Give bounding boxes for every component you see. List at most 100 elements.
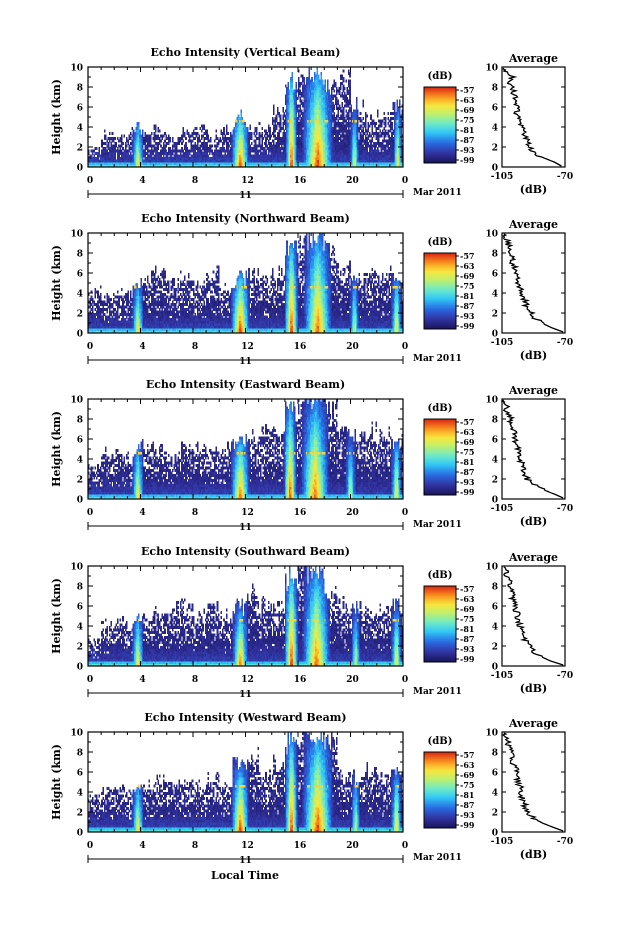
echo-heatmap	[88, 399, 403, 499]
date-month-year-label: Mar 2011	[413, 354, 462, 364]
colorbar-tick-label: -57	[460, 750, 474, 760]
y-tick-label: 2	[77, 144, 83, 154]
colorbar-tick-label: -75	[460, 780, 474, 790]
colorbar-tick-label: -75	[460, 115, 474, 125]
average-y-tick-label: 8	[492, 749, 498, 759]
average-y-tick-label: 6	[492, 769, 498, 779]
colorbar-tick-label: -81	[460, 457, 474, 467]
date-day-label: 11	[239, 690, 252, 700]
beam-panel-0: Echo Intensity (Vertical Beam)0246810Hei…	[50, 46, 573, 201]
y-tick-label: 4	[77, 623, 83, 633]
average-title: Average	[508, 384, 558, 397]
average-title: Average	[508, 218, 558, 231]
colorbar-tick-label: -63	[460, 760, 475, 770]
colorbar-unit: (dB)	[428, 237, 453, 248]
x-tick-label: 8	[192, 841, 198, 851]
x-tick-label: 12	[241, 508, 254, 518]
date-month-year-label: Mar 2011	[413, 853, 462, 863]
colorbar-tick-label: -93	[460, 477, 475, 487]
average-x-tick-label: -105	[491, 671, 514, 681]
y-tick-label: 0	[77, 164, 83, 174]
average-y-tick-label: 6	[492, 104, 498, 114]
panel-title: Echo Intensity (Southward Beam)	[141, 545, 350, 558]
colorbar-unit: (dB)	[428, 736, 453, 747]
x-tick-label: 4	[139, 841, 145, 851]
average-x-label: (dB)	[520, 183, 547, 196]
colorbar-tick-label: -87	[460, 800, 474, 810]
date-month-year-label: Mar 2011	[413, 188, 462, 198]
x-tick-label: 4	[139, 176, 145, 186]
date-day-label: 11	[239, 856, 252, 866]
y-tick-label: 6	[77, 769, 83, 779]
y-axis-label: Height (km)	[50, 245, 63, 321]
average-y-tick-label: 6	[492, 603, 498, 613]
x-tick-label: 16	[294, 342, 307, 352]
y-axis-label: Height (km)	[50, 79, 63, 155]
colorbar-tick-label: -87	[460, 301, 474, 311]
colorbar-tick-label: -63	[460, 594, 475, 604]
average-profile-line	[503, 68, 561, 166]
date-month-year-label: Mar 2011	[413, 687, 462, 697]
x-tick-label: 4	[139, 675, 145, 685]
average-y-tick-label: 4	[492, 290, 498, 300]
y-tick-label: 8	[77, 250, 83, 260]
colorbar-tick-label: -87	[460, 467, 474, 477]
x-tick-label: 12	[241, 342, 254, 352]
y-tick-label: 10	[70, 396, 83, 406]
average-y-tick-label: 8	[492, 84, 498, 94]
colorbar-tick-label: -69	[460, 437, 475, 447]
colorbar-tick-label: -75	[460, 447, 474, 457]
x-tick-label: 0	[87, 508, 93, 518]
beam-panel-3: Echo Intensity (Southward Beam)0246810He…	[50, 545, 573, 700]
colorbar-tick-label: -57	[460, 85, 474, 95]
date-month-year-label: Mar 2011	[413, 520, 462, 530]
average-y-tick-label: 10	[485, 64, 498, 74]
colorbar-tick-label: -57	[460, 584, 474, 594]
average-x-tick-label: -105	[491, 504, 514, 514]
average-y-tick-label: 2	[492, 476, 498, 486]
panel-title: Echo Intensity (Westward Beam)	[144, 711, 346, 724]
x-tick-label: 0	[402, 508, 408, 518]
y-tick-label: 8	[77, 84, 83, 94]
average-title: Average	[508, 52, 558, 65]
y-tick-label: 2	[77, 310, 83, 320]
average-y-tick-label: 2	[492, 310, 498, 320]
colorbar-tick-label: -81	[460, 624, 474, 634]
colorbar-unit: (dB)	[428, 570, 453, 581]
colorbar-tick-label: -81	[460, 125, 474, 135]
x-tick-label: 8	[192, 176, 198, 186]
x-tick-label: 8	[192, 675, 198, 685]
average-y-tick-label: 4	[492, 456, 498, 466]
beam-panel-2: Echo Intensity (Eastward Beam)0246810Hei…	[50, 378, 573, 533]
colorbar-tick-label: -99	[460, 321, 475, 331]
average-y-tick-label: 6	[492, 436, 498, 446]
x-tick-label: 12	[241, 841, 254, 851]
average-y-tick-label: 8	[492, 416, 498, 426]
x-axis-label: Local Time	[211, 869, 279, 882]
colorbar	[424, 752, 456, 828]
colorbar-tick-label: -63	[460, 261, 475, 271]
panel-title: Echo Intensity (Northward Beam)	[141, 212, 350, 225]
average-title: Average	[508, 551, 558, 564]
colorbar-tick-label: -99	[460, 155, 475, 165]
average-x-tick-label: -70	[557, 837, 573, 847]
average-y-tick-label: 10	[485, 563, 498, 573]
x-tick-label: 0	[402, 342, 408, 352]
beam-panel-1: Echo Intensity (Northward Beam)0246810He…	[50, 212, 573, 367]
colorbar-tick-label: -99	[460, 654, 475, 664]
x-tick-label: 20	[346, 841, 359, 851]
x-tick-label: 16	[294, 508, 307, 518]
colorbar-tick-label: -63	[460, 95, 475, 105]
echo-heatmap	[88, 566, 403, 666]
x-tick-label: 20	[346, 176, 359, 186]
y-tick-label: 4	[77, 456, 83, 466]
colorbar-tick-label: -93	[460, 311, 475, 321]
average-y-tick-label: 10	[485, 230, 498, 240]
colorbar-tick-label: -87	[460, 634, 474, 644]
colorbar	[424, 419, 456, 495]
panel-title: Echo Intensity (Eastward Beam)	[146, 378, 345, 391]
colorbar-tick-label: -93	[460, 145, 475, 155]
x-tick-label: 20	[346, 342, 359, 352]
y-tick-label: 6	[77, 104, 83, 114]
average-y-tick-label: 8	[492, 250, 498, 260]
